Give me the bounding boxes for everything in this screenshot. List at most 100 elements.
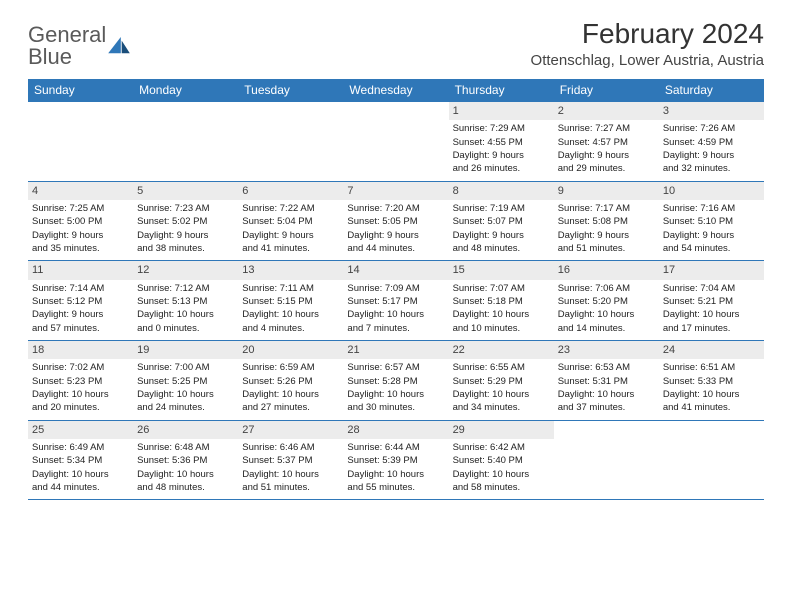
day-info-line: Sunset: 5:23 PM [32,376,129,388]
day-cell: 11Sunrise: 7:14 AMSunset: 5:12 PMDayligh… [28,261,133,340]
day-number: 15 [449,261,554,279]
weekday-label: Thursday [449,79,554,101]
day-info-line: Sunset: 5:25 PM [137,376,234,388]
day-info-line: Sunset: 5:02 PM [137,216,234,228]
day-number: 6 [238,182,343,200]
day-info-line: Sunset: 5:10 PM [663,216,760,228]
day-info-line: Sunrise: 7:12 AM [137,283,234,295]
day-info-line: Sunset: 5:15 PM [242,296,339,308]
weekday-label: Sunday [28,79,133,101]
day-info-line: Sunrise: 6:59 AM [242,362,339,374]
day-info-line: Daylight: 10 hours [558,309,655,321]
day-cell: 29Sunrise: 6:42 AMSunset: 5:40 PMDayligh… [449,421,554,500]
day-info-line: Daylight: 10 hours [347,469,444,481]
day-info-line: Daylight: 10 hours [242,389,339,401]
day-number: 25 [28,421,133,439]
day-info-line: and 24 minutes. [137,402,234,414]
day-info-line: Daylight: 10 hours [663,389,760,401]
day-info-line: Daylight: 9 hours [347,230,444,242]
day-cell: 20Sunrise: 6:59 AMSunset: 5:26 PMDayligh… [238,341,343,420]
day-cell: 14Sunrise: 7:09 AMSunset: 5:17 PMDayligh… [343,261,448,340]
day-info-line: Sunset: 4:57 PM [558,137,655,149]
day-info-line: Sunset: 5:04 PM [242,216,339,228]
day-info-line: Sunrise: 7:11 AM [242,283,339,295]
day-info-line: Daylight: 9 hours [32,230,129,242]
day-info-line: Sunrise: 7:02 AM [32,362,129,374]
calendar: SundayMondayTuesdayWednesdayThursdayFrid… [28,79,764,500]
day-info-line: Sunrise: 7:16 AM [663,203,760,215]
day-info-line: Sunset: 5:34 PM [32,455,129,467]
header: General Blue February 2024 Ottenschlag, … [28,18,764,69]
day-cell-empty [659,421,764,500]
day-info-line: Daylight: 10 hours [137,469,234,481]
day-info-line: Sunset: 4:59 PM [663,137,760,149]
day-cell-empty [133,102,238,181]
day-cell-empty [554,421,659,500]
day-number: 18 [28,341,133,359]
day-info-line: Daylight: 10 hours [32,469,129,481]
day-info-line: Sunrise: 7:17 AM [558,203,655,215]
day-info-line: and 17 minutes. [663,323,760,335]
day-info-line: and 58 minutes. [453,482,550,494]
day-info-line: and 48 minutes. [137,482,234,494]
logo-line2: Blue [28,46,106,68]
day-cell: 22Sunrise: 6:55 AMSunset: 5:29 PMDayligh… [449,341,554,420]
day-number: 22 [449,341,554,359]
day-number: 5 [133,182,238,200]
day-info-line: Sunrise: 6:53 AM [558,362,655,374]
day-info-line: and 4 minutes. [242,323,339,335]
day-info-line: Sunrise: 7:14 AM [32,283,129,295]
day-info-line: Sunrise: 6:48 AM [137,442,234,454]
week-row: 18 Sunrise: 7:02 AM Sunset: 5:23 PM Dayligh… [28,341,764,421]
day-number: 17 [659,261,764,279]
day-info-line: Sunset: 5:28 PM [347,376,444,388]
day-info-line: Sunrise: 7:25 AM [32,203,129,215]
day-info-line: Sunrise: 7:27 AM [558,123,655,135]
day-cell: 3Sunrise: 7:26 AMSunset: 4:59 PMDaylight… [659,102,764,181]
day-info-line: Sunset: 5:31 PM [558,376,655,388]
day-cell: 13 Sunrise: 7:11 AMSunset: 5:15 PMDayligh… [238,261,343,340]
day-info-line: Sunset: 5:18 PM [453,296,550,308]
day-number: 16 [554,261,659,279]
day-number: 12 [133,261,238,279]
day-cell: 4Sunrise: 7:25 AMSunset: 5:00 PMDaylight… [28,182,133,261]
day-info-line: Sunrise: 7:09 AM [347,283,444,295]
weekday-header: SundayMondayTuesdayWednesdayThursdayFrid… [28,79,764,101]
day-cell: 25 Sunrise: 6:49 AMSunset: 5:34 PM Dayligh… [28,421,133,500]
day-info-line: Sunset: 5:13 PM [137,296,234,308]
day-info-line: Sunrise: 6:46 AM [242,442,339,454]
day-info-line: and 32 minutes. [663,163,760,175]
day-info-line: and 41 minutes. [242,243,339,255]
day-cell: 1Sunrise: 7:29 AMSunset: 4:55 PMDaylight… [449,102,554,181]
day-info-line: Daylight: 9 hours [137,230,234,242]
day-info-line: Daylight: 9 hours [663,230,760,242]
day-info-line: Sunset: 5:33 PM [663,376,760,388]
day-info-line: Sunset: 5:20 PM [558,296,655,308]
day-info-line: and 55 minutes. [347,482,444,494]
day-info-line: and 26 minutes. [453,163,550,175]
day-info-line: Sunset: 5:07 PM [453,216,550,228]
day-info-line: and 37 minutes. [558,402,655,414]
day-info-line: Daylight: 10 hours [663,309,760,321]
day-info-line: and 34 minutes. [453,402,550,414]
day-info-line: Sunset: 5:21 PM [663,296,760,308]
day-number: 27 [238,421,343,439]
week-row: 11Sunrise: 7:14 AMSunset: 5:12 PMDayligh… [28,261,764,341]
day-cell: 15Sunrise: 7:07 AMSunset: 5:18 PMDayligh… [449,261,554,340]
day-info-line: Sunset: 5:17 PM [347,296,444,308]
day-info-line: and 10 minutes. [453,323,550,335]
day-cell: 18Sunrise: 7:02 AMSunset: 5:23 PMDayligh… [28,341,133,420]
day-cell: 28Sunrise: 6:44 AMSunset: 5:39 PMDayligh… [343,421,448,500]
day-info-line: Sunrise: 6:49 AM [32,442,129,454]
day-info-line: Daylight: 9 hours [663,150,760,162]
week-row: 25 Sunrise: 6:49 AMSunset: 5:34 PM Dayligh… [28,421,764,501]
day-number: 28 [343,421,448,439]
day-info-line: Daylight: 10 hours [242,309,339,321]
month-title: February 2024 [531,18,764,50]
day-info-line: Daylight: 10 hours [242,469,339,481]
day-number: 13 [238,261,343,279]
day-info-line: and 51 minutes. [242,482,339,494]
day-info-line: and 14 minutes. [558,323,655,335]
day-info-line: Daylight: 9 hours [558,150,655,162]
day-number: 14 [343,261,448,279]
